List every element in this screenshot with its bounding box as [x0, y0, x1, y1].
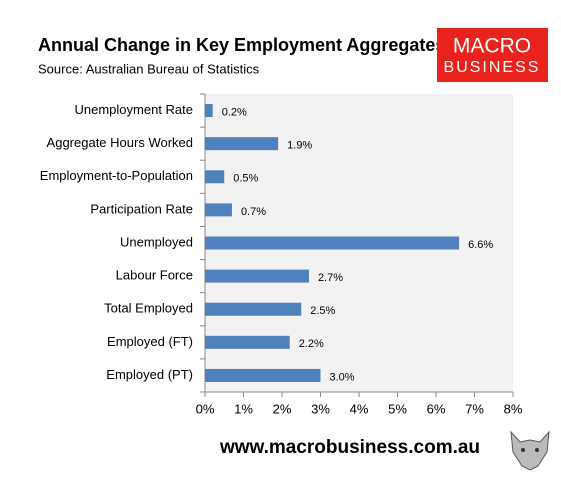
value-label: 3.0%	[330, 371, 355, 383]
logo-text: BUSINESS	[444, 59, 541, 76]
logo-text: MACRO	[453, 35, 531, 58]
value-label: 1.9%	[287, 140, 312, 152]
bar	[205, 236, 460, 250]
bar	[205, 269, 309, 283]
bar	[205, 335, 290, 349]
y-tick-label: Employment-to-Population	[40, 168, 193, 183]
value-label: 2.7%	[318, 272, 343, 284]
y-tick-label: Aggregate Hours Worked	[47, 135, 193, 150]
y-tick-label: Total Employed	[104, 301, 193, 316]
x-tick-label: 0%	[196, 401, 215, 416]
x-tick-label: 5%	[388, 401, 407, 416]
x-tick-label: 6%	[427, 401, 446, 416]
bar	[205, 104, 213, 118]
value-label: 2.5%	[310, 305, 335, 317]
y-tick-label: Participation Rate	[90, 201, 193, 216]
y-tick-label: Unemployed	[120, 234, 193, 249]
wolf-icon	[510, 430, 550, 471]
value-label: 0.2%	[222, 106, 247, 118]
x-tick-label: 7%	[465, 401, 484, 416]
x-tick-label: 1%	[234, 401, 253, 416]
logo-box	[437, 28, 548, 82]
footer: www.macrobusiness.com.au	[219, 437, 480, 458]
y-tick-label: Unemployment Rate	[75, 102, 194, 117]
bar	[205, 368, 321, 382]
chart-subtitle: Source: Australian Bureau of Statistics	[38, 61, 260, 76]
chart-title: Annual Change in Key Employment Aggregat…	[38, 35, 445, 55]
y-tick-label: Labour Force	[116, 268, 193, 283]
value-label: 0.7%	[241, 206, 266, 218]
value-label: 0.5%	[233, 173, 258, 185]
bar	[205, 302, 302, 316]
y-tick-label: Employed (PT)	[106, 367, 193, 382]
value-label: 2.2%	[299, 338, 324, 350]
x-tick-label: 4%	[350, 401, 369, 416]
x-tick-label: 8%	[504, 401, 523, 416]
value-label: 6.6%	[468, 239, 493, 251]
bar	[205, 137, 279, 151]
x-tick-label: 3%	[311, 401, 330, 416]
bar	[205, 170, 225, 184]
y-tick-label: Employed (FT)	[107, 334, 193, 349]
x-tick-label: 2%	[273, 401, 292, 416]
bar	[205, 203, 232, 217]
